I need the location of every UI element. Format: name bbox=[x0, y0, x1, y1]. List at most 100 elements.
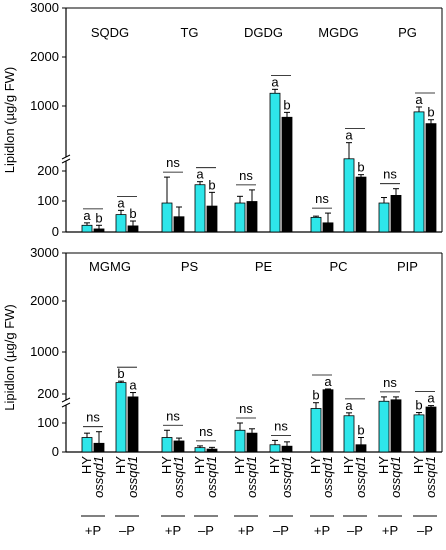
significance-letter: b bbox=[312, 388, 319, 403]
axis-break-mark-top bbox=[61, 154, 71, 160]
significance-letter: b bbox=[117, 366, 124, 381]
significance-letter: a bbox=[324, 374, 332, 389]
x-tick-label-ossqd1: ossqd1 bbox=[353, 456, 368, 498]
bar-ossqd1 bbox=[206, 448, 218, 453]
x-tick-label-hy: HY bbox=[159, 456, 174, 474]
y-tick-label-top: 200 bbox=[37, 163, 59, 178]
bar-hy bbox=[161, 437, 173, 453]
x-tick-label-hy: HY bbox=[232, 456, 247, 474]
bar-hy bbox=[310, 216, 322, 233]
condition-label: +P bbox=[238, 523, 254, 538]
condition-label: +P bbox=[165, 523, 181, 538]
lipid-class-label: PIP bbox=[397, 259, 418, 274]
significance-letter: ns bbox=[166, 408, 180, 423]
axis-break-mark-bottom bbox=[61, 402, 71, 408]
significance-letter: ns bbox=[86, 410, 100, 425]
bar-hy bbox=[413, 414, 425, 453]
x-tick-label-ossqd1: ossqd1 bbox=[423, 456, 438, 498]
condition-label: –P bbox=[119, 523, 135, 538]
lipid-class-label: PS bbox=[181, 259, 199, 274]
x-tick-label-ossqd1: ossqd1 bbox=[91, 456, 106, 498]
bar-ossqd1 bbox=[281, 445, 293, 453]
bar-ossqd1 bbox=[93, 228, 105, 233]
x-tick-label-hy: HY bbox=[411, 456, 426, 474]
significance-letter: a bbox=[83, 208, 91, 223]
bar-hy bbox=[310, 408, 322, 453]
x-tick-label-ossqd1: ossqd1 bbox=[171, 456, 186, 498]
bar-ossqd1 bbox=[322, 222, 334, 233]
significance-letter: ns bbox=[274, 418, 288, 433]
bar-ossqd1 bbox=[425, 406, 437, 453]
significance-letter: b bbox=[95, 210, 102, 225]
significance-letter: ns bbox=[166, 155, 180, 170]
significance-letter: a bbox=[271, 74, 279, 89]
x-tick-label-ossqd1: ossqd1 bbox=[204, 456, 219, 498]
lipid-class-label: MGDG bbox=[318, 25, 358, 40]
x-tick-label-hy: HY bbox=[376, 456, 391, 474]
bar-ossqd1 bbox=[173, 216, 185, 233]
significance-letter: b bbox=[427, 105, 434, 120]
x-tick-label-ossqd1: ossqd1 bbox=[279, 456, 294, 498]
bar-ossqd1 bbox=[281, 116, 293, 233]
bar-hy bbox=[194, 184, 206, 233]
significance-letter: ns bbox=[315, 191, 329, 206]
bar-ossqd1 bbox=[425, 123, 437, 233]
lipid-class-label: DGDG bbox=[244, 25, 283, 40]
significance-letter: ns bbox=[239, 168, 253, 183]
condition-label: –P bbox=[417, 523, 433, 538]
axis-break-mark-top bbox=[61, 158, 71, 164]
y-tick-label-top: 100 bbox=[37, 193, 59, 208]
y-tick-label-bottom: 200 bbox=[37, 386, 59, 401]
significance-letter: a bbox=[345, 128, 353, 143]
significance-letter: a bbox=[427, 391, 435, 406]
condition-label: –P bbox=[273, 523, 289, 538]
x-tick-label-hy: HY bbox=[308, 456, 323, 474]
bar-hy bbox=[81, 437, 93, 453]
condition-label: +P bbox=[382, 523, 398, 538]
bar-ossqd1 bbox=[93, 442, 105, 453]
significance-letter: a bbox=[415, 92, 423, 107]
lipid-class-label: MGMG bbox=[89, 259, 131, 274]
x-tick-label-hy: HY bbox=[113, 456, 128, 474]
bar-hy bbox=[269, 444, 281, 453]
bar-hy bbox=[234, 429, 246, 453]
lipid-class-label: TG bbox=[180, 25, 198, 40]
y-tick-label-bottom: 3000 bbox=[30, 245, 59, 260]
y-tick-label-top: 1000 bbox=[30, 98, 59, 113]
bar-ossqd1 bbox=[173, 440, 185, 453]
significance-letter: ns bbox=[239, 401, 253, 416]
axis-break-mark-bottom bbox=[61, 397, 71, 403]
x-tick-label-hy: HY bbox=[192, 456, 207, 474]
x-tick-label-ossqd1: ossqd1 bbox=[320, 456, 335, 498]
lipid-class-label: PC bbox=[329, 259, 347, 274]
bar-hy bbox=[269, 92, 281, 233]
bar-hy bbox=[194, 447, 206, 453]
bar-ossqd1 bbox=[322, 389, 334, 453]
x-tick-label-hy: HY bbox=[341, 456, 356, 474]
bar-ossqd1 bbox=[355, 444, 367, 453]
lipid-class-label: SQDG bbox=[91, 25, 129, 40]
y-axis-label-bottom: Lipidlon (µg/g FW) bbox=[2, 304, 17, 410]
bar-hy bbox=[115, 382, 127, 453]
bar-ossqd1 bbox=[127, 396, 139, 453]
bar-hy bbox=[343, 158, 355, 233]
condition-label: +P bbox=[314, 523, 330, 538]
y-tick-label-top: 3000 bbox=[30, 0, 59, 15]
condition-label: –P bbox=[347, 523, 363, 538]
significance-letter: b bbox=[208, 177, 215, 192]
bar-ossqd1 bbox=[206, 205, 218, 233]
condition-label: –P bbox=[198, 523, 214, 538]
bar-hy bbox=[378, 202, 390, 233]
x-tick-label-hy: HY bbox=[267, 456, 282, 474]
y-tick-label-top: 0 bbox=[52, 224, 59, 239]
bar-hy bbox=[161, 202, 173, 233]
significance-letter: b bbox=[357, 160, 364, 175]
significance-letter: a bbox=[117, 195, 125, 210]
bar-hy bbox=[343, 415, 355, 453]
lipid-class-label: PE bbox=[255, 259, 273, 274]
x-tick-label-hy: HY bbox=[79, 456, 94, 474]
bar-ossqd1 bbox=[390, 399, 402, 453]
significance-letter: b bbox=[415, 398, 422, 413]
significance-letter: a bbox=[196, 167, 204, 182]
lipid-class-label: PG bbox=[398, 25, 417, 40]
